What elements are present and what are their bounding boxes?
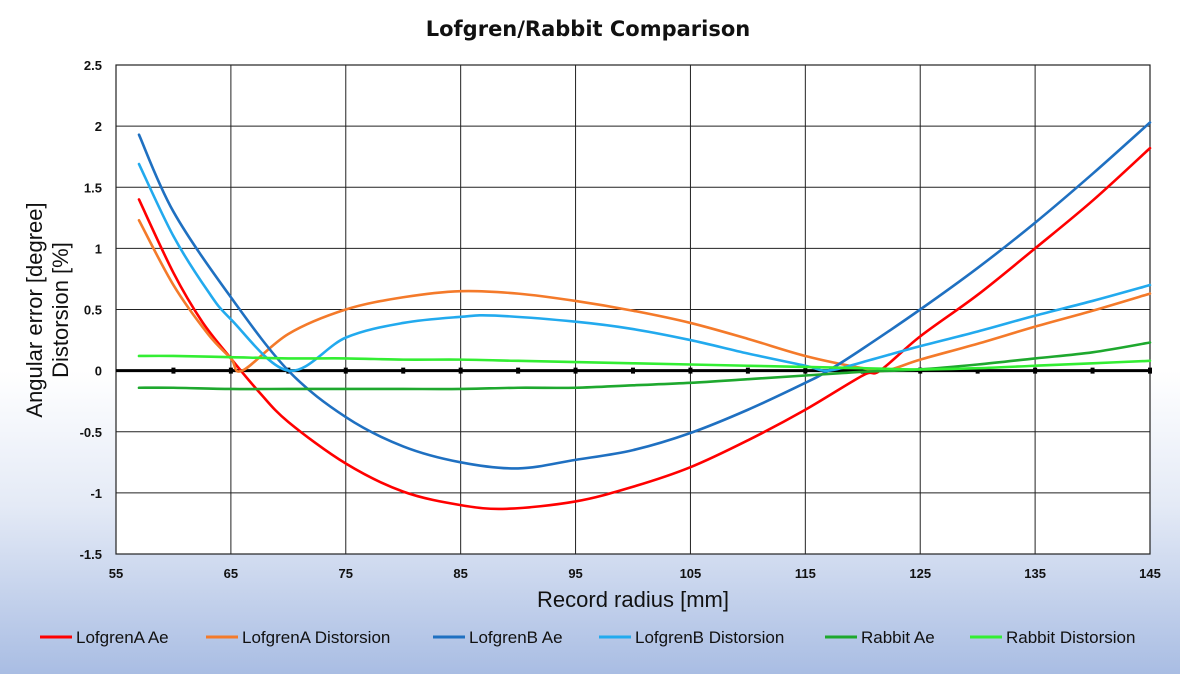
x-axis-minor-tick [745, 367, 750, 374]
x-axis-minor-tick [631, 367, 635, 374]
y-tick-label: 2 [95, 119, 102, 134]
x-tick-label: 115 [795, 566, 816, 581]
legend-label: Rabbit Distorsion [1006, 628, 1135, 647]
legend-label: LofgrenB Ae [469, 628, 563, 647]
x-axis-ticks: 55 65 75 85 95 105 115 125 135 145 [109, 566, 1161, 581]
grid [116, 65, 1150, 554]
x-axis-minor-tick [975, 367, 980, 374]
legend-item-lofgrena-ae: LofgrenA Ae [40, 628, 169, 647]
legend: LofgrenA Ae LofgrenA Distorsion LofgrenB A… [40, 628, 1135, 647]
series-line-lofgrena-ae [137, 146, 1152, 511]
x-axis-minor-tick [1148, 367, 1152, 374]
legend-label: LofgrenA Ae [76, 628, 169, 647]
x-tick-label: 125 [909, 566, 931, 581]
y-tick-label: 0 [95, 364, 102, 379]
y-axis-title-angular-error: Angular error [degree] [22, 202, 47, 417]
x-tick-label: 135 [1024, 566, 1046, 581]
y-tick-label: -0.5 [80, 425, 102, 440]
y-axis-ticks: 2.5 2 1.5 1 0.5 0 -0.5 -1 -1.5 [80, 58, 102, 562]
legend-item-rabbit-ae: Rabbit Ae [825, 628, 935, 647]
x-tick-label: 65 [224, 566, 238, 581]
series-line-lofgrena-distorsion [137, 218, 1152, 373]
y-tick-label: -1.5 [80, 547, 102, 562]
x-axis-minor-tick [343, 367, 348, 374]
x-tick-label: 105 [680, 566, 702, 581]
x-tick-label: 55 [109, 566, 123, 581]
y-tick-label: 1 [95, 241, 102, 256]
x-axis-minor-tick [458, 367, 463, 374]
x-tick-label: 85 [453, 566, 467, 581]
series-line-rabbit-ae [137, 341, 1152, 391]
series-lines [137, 121, 1152, 511]
legend-label: LofgrenB Distorsion [635, 628, 784, 647]
x-axis-minor-tick [401, 367, 406, 374]
chart-title: Lofgren/Rabbit Comparison [426, 17, 751, 41]
y-tick-label: 0.5 [84, 303, 102, 318]
x-axis-minor-tick [1090, 367, 1095, 374]
y-tick-label: -1 [90, 486, 102, 501]
series-line-rabbit-distorsion [137, 354, 1152, 371]
legend-item-lofgrena-distorsion: LofgrenA Distorsion [206, 628, 390, 647]
x-axis-minor-tick [1033, 367, 1038, 374]
legend-label: LofgrenA Distorsion [242, 628, 390, 647]
x-axis-minor-tick [171, 367, 176, 374]
x-tick-label: 75 [339, 566, 353, 581]
x-tick-label: 145 [1139, 566, 1161, 581]
legend-label: Rabbit Ae [861, 628, 935, 647]
y-tick-label: 2.5 [84, 58, 102, 73]
legend-item-rabbit-distorsion: Rabbit Distorsion [970, 628, 1135, 647]
series-line-lofgrenb-distorsion [137, 162, 1152, 373]
x-axis-title: Record radius [mm] [537, 587, 729, 612]
legend-item-lofgrenb-ae: LofgrenB Ae [433, 628, 563, 647]
x-axis-minor-tick [688, 367, 693, 374]
x-axis-minor-tick [803, 367, 808, 374]
x-axis-minor-tick [573, 367, 578, 374]
y-tick-label: 1.5 [84, 180, 102, 195]
x-axis-minor-tick [516, 367, 521, 374]
y-axis-title-distorsion: Distorsion [%] [48, 242, 73, 378]
legend-item-lofgrenb-distorsion: LofgrenB Distorsion [599, 628, 784, 647]
x-axis-minor-tick [228, 367, 233, 374]
x-tick-label: 95 [568, 566, 582, 581]
